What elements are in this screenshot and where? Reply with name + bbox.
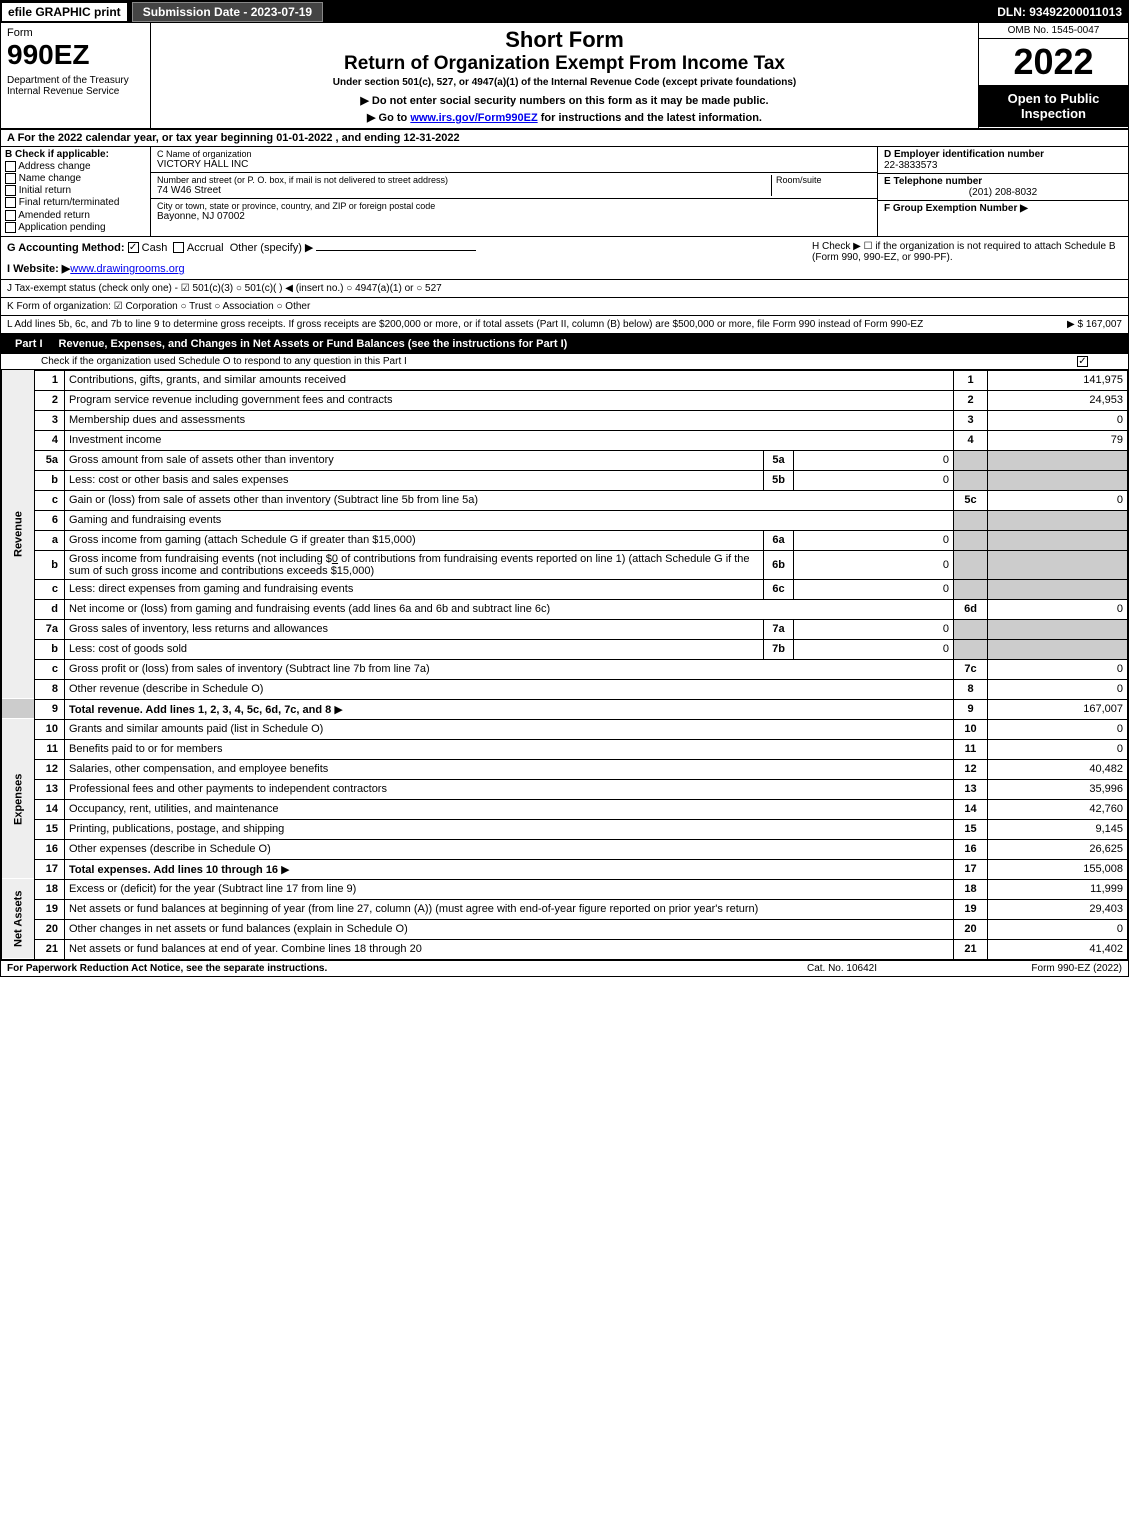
- header-left: Form 990EZ Department of the Treasury In…: [1, 23, 151, 128]
- line20-val: 0: [988, 919, 1128, 939]
- c-name-label: C Name of organization: [157, 149, 871, 159]
- line5a-val: 0: [794, 450, 954, 470]
- room-label: Room/suite: [776, 175, 871, 185]
- dln: DLN: 93492200011013: [997, 5, 1128, 19]
- form-number: 990EZ: [7, 39, 144, 71]
- efile-label: efile GRAPHIC print: [1, 2, 128, 22]
- line13-val: 35,996: [988, 779, 1128, 799]
- line8-val: 0: [988, 679, 1128, 699]
- chk-application-pending[interactable]: Application pending: [5, 222, 146, 233]
- form-word: Form: [7, 27, 144, 39]
- section-j: J Tax-exempt status (check only one) - ☑…: [1, 280, 1128, 298]
- section-bcdef: B Check if applicable: Address change Na…: [1, 147, 1128, 237]
- org-name: VICTORY HALL INC: [157, 159, 871, 170]
- form-990ez: efile GRAPHIC print Submission Date - 20…: [0, 0, 1129, 977]
- expenses-side: Expenses: [2, 719, 35, 879]
- line6b-val: 0: [794, 550, 954, 579]
- chk-final-return[interactable]: Final return/terminated: [5, 197, 146, 208]
- c-city-label: City or town, state or province, country…: [157, 201, 871, 211]
- open-inspection: Open to Public Inspection: [979, 85, 1128, 127]
- tax-year: 2022: [979, 39, 1128, 85]
- line7b-val: 0: [794, 639, 954, 659]
- section-k: K Form of organization: ☑ Corporation ○ …: [1, 298, 1128, 316]
- line9-val: 167,007: [988, 699, 1128, 719]
- department: Department of the Treasury Internal Reve…: [7, 75, 144, 97]
- form-title: Return of Organization Exempt From Incom…: [159, 53, 970, 75]
- line16-val: 26,625: [988, 839, 1128, 859]
- c-street-label: Number and street (or P. O. box, if mail…: [157, 175, 771, 185]
- line15-val: 9,145: [988, 819, 1128, 839]
- section-g: G Accounting Method: ✓ Cash Accrual Othe…: [7, 241, 812, 254]
- header-center: Short Form Return of Organization Exempt…: [151, 23, 978, 128]
- b-header: B Check if applicable:: [5, 149, 146, 160]
- line2-val: 24,953: [988, 390, 1128, 410]
- part1-header: Part I Revenue, Expenses, and Changes in…: [1, 334, 1128, 354]
- line6c-val: 0: [794, 579, 954, 599]
- d-label: D Employer identification number: [884, 149, 1122, 160]
- section-g-h: G Accounting Method: ✓ Cash Accrual Othe…: [1, 237, 1128, 280]
- line7c-val: 0: [988, 659, 1128, 679]
- section-def: D Employer identification number 22-3833…: [878, 147, 1128, 236]
- line7a-val: 0: [794, 619, 954, 639]
- line12-val: 40,482: [988, 759, 1128, 779]
- ssn-note: ▶ Do not enter social security numbers o…: [159, 94, 970, 107]
- omb-number: OMB No. 1545-0047: [979, 23, 1128, 39]
- line3-val: 0: [988, 410, 1128, 430]
- line19-val: 29,403: [988, 899, 1128, 919]
- header-right: OMB No. 1545-0047 2022 Open to Public In…: [978, 23, 1128, 128]
- chk-schedule-o[interactable]: ✓: [1077, 356, 1088, 367]
- chk-cash[interactable]: ✓: [128, 242, 139, 253]
- gross-receipts: ▶ $ 167,007: [1067, 319, 1122, 330]
- chk-amended-return[interactable]: Amended return: [5, 210, 146, 221]
- lines-table: Revenue 1Contributions, gifts, grants, a…: [1, 370, 1128, 960]
- page-footer: For Paperwork Reduction Act Notice, see …: [1, 960, 1128, 976]
- line11-val: 0: [988, 739, 1128, 759]
- line5c-val: 0: [988, 490, 1128, 510]
- line17-val: 155,008: [988, 859, 1128, 879]
- footer-cat: Cat. No. 10642I: [742, 963, 942, 974]
- section-l: L Add lines 5b, 6c, and 7b to line 9 to …: [1, 316, 1128, 334]
- footer-form: Form 990-EZ (2022): [942, 963, 1122, 974]
- line14-val: 42,760: [988, 799, 1128, 819]
- footer-left: For Paperwork Reduction Act Notice, see …: [7, 963, 742, 974]
- section-h: H Check ▶ ☐ if the organization is not r…: [812, 241, 1122, 275]
- irs-link[interactable]: www.irs.gov/Form990EZ: [410, 112, 537, 124]
- org-city: Bayonne, NJ 07002: [157, 211, 871, 222]
- line21-val: 41,402: [988, 939, 1128, 959]
- short-form-title: Short Form: [159, 27, 970, 53]
- line6a-val: 0: [794, 530, 954, 550]
- f-label: F Group Exemption Number ▶: [884, 203, 1122, 214]
- part1-title: Revenue, Expenses, and Changes in Net As…: [59, 338, 1122, 350]
- instructions-link[interactable]: ▶ Go to www.irs.gov/Form990EZ for instru…: [159, 111, 970, 124]
- submission-date: Submission Date - 2023-07-19: [132, 2, 323, 22]
- line10-val: 0: [988, 719, 1128, 739]
- line6d-val: 0: [988, 599, 1128, 619]
- revenue-side: Revenue: [2, 370, 35, 699]
- line18-val: 11,999: [988, 879, 1128, 899]
- line1-val: 141,975: [988, 370, 1128, 390]
- top-bar: efile GRAPHIC print Submission Date - 20…: [1, 1, 1128, 23]
- chk-accrual[interactable]: [173, 242, 184, 253]
- website-link[interactable]: www.drawingrooms.org: [70, 263, 184, 275]
- form-header: Form 990EZ Department of the Treasury In…: [1, 23, 1128, 130]
- section-i: I Website: ▶www.drawingrooms.org: [7, 262, 812, 275]
- under-section: Under section 501(c), 527, or 4947(a)(1)…: [159, 77, 970, 88]
- line5b-val: 0: [794, 470, 954, 490]
- section-a: A For the 2022 calendar year, or tax yea…: [1, 130, 1128, 147]
- section-c: C Name of organization VICTORY HALL INC …: [151, 147, 878, 236]
- part1-sub: Check if the organization used Schedule …: [1, 354, 1128, 370]
- ein: 22-3833573: [884, 160, 1122, 171]
- org-street: 74 W46 Street: [157, 185, 771, 196]
- chk-address-change[interactable]: Address change: [5, 161, 146, 172]
- chk-initial-return[interactable]: Initial return: [5, 185, 146, 196]
- phone: (201) 208-8032: [884, 187, 1122, 198]
- section-b: B Check if applicable: Address change Na…: [1, 147, 151, 236]
- netassets-side: Net Assets: [2, 879, 35, 959]
- chk-name-change[interactable]: Name change: [5, 173, 146, 184]
- e-label: E Telephone number: [884, 176, 1122, 187]
- line4-val: 79: [988, 430, 1128, 450]
- part1-label: Part I: [7, 337, 51, 351]
